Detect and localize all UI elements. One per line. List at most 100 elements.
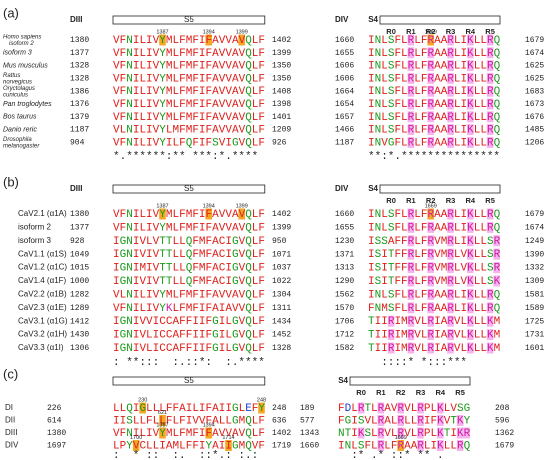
basic-residue-highlight <box>437 427 444 439</box>
basic-residue-highlight <box>417 415 424 426</box>
basic-residue-highlight <box>447 136 454 148</box>
start-number: 1306 <box>70 344 89 353</box>
end-number: 1731 <box>525 331 544 340</box>
sequence: VLNILIVYMLFMFIFAVVAVQLF <box>113 289 265 301</box>
sequence: FDLRTLRAVRVLRPLKLVSG <box>338 403 470 415</box>
sequence: INLSFLRLFRAARLIKLLRQ <box>368 112 501 124</box>
basic-residue-highlight <box>427 124 434 136</box>
basic-residue-highlight <box>447 315 454 327</box>
start-number: 1230 <box>335 237 354 246</box>
end-number: 1625 <box>525 75 544 84</box>
basic-residue-highlight <box>407 72 415 84</box>
sequence: VFNILIVYMLFMFIFAVVAVQLF <box>113 209 265 221</box>
sequence: IISLLFLLFLFIVVFALLGMQLF <box>113 415 265 427</box>
residue-highlight <box>159 427 166 439</box>
end-number: 1679 <box>525 36 544 45</box>
basic-residue-highlight <box>493 275 500 287</box>
sequence: INLSFLRLFRAARLIKLLRQ <box>368 222 501 234</box>
start-number: 1660 <box>335 210 354 219</box>
basic-residue-highlight <box>427 136 434 148</box>
basic-residue-highlight <box>447 47 454 59</box>
basic-residue-highlight <box>463 427 470 439</box>
conservation: **:*.*************** <box>368 151 500 163</box>
start-number: 1660 <box>300 442 319 451</box>
row-name: CaV1.2 (α1C) <box>18 263 67 272</box>
basic-residue-highlight <box>486 34 494 46</box>
start-number: 1187 <box>335 139 354 148</box>
start-number: 614 <box>47 417 62 426</box>
basic-residue-highlight <box>467 235 474 247</box>
basic-residue-highlight <box>447 302 454 314</box>
basic-residue-highlight <box>486 342 494 354</box>
end-number: 1399 <box>272 49 291 58</box>
residue-number: 1387 <box>156 29 168 35</box>
domain-label: DIII <box>70 184 82 193</box>
basic-residue-highlight <box>447 72 454 84</box>
end-number: 1625 <box>525 62 544 71</box>
segment-box <box>112 15 266 25</box>
end-number: 1249 <box>525 237 544 246</box>
basic-residue-highlight <box>407 47 415 59</box>
segment-label: S5 <box>184 15 194 24</box>
end-number: 1328 <box>272 344 291 353</box>
sequence: ISSAFFRLFRVMRLIKLLSR <box>368 236 501 248</box>
basic-residue-highlight <box>407 262 415 274</box>
conservation: *.******:** ***:*.**** <box>113 151 258 163</box>
basic-residue-highlight <box>407 275 415 287</box>
sequence: LPYVCLLIAMLFFIYAIIGMQVF <box>113 440 265 452</box>
basic-residue-highlight <box>467 288 474 300</box>
residue-number: 1394 <box>203 422 215 428</box>
conservation: : **::: :.::*: :.**** <box>113 357 265 369</box>
start-number: 1379 <box>70 113 89 122</box>
basic-residue-highlight <box>397 415 404 426</box>
arginine-label: R0 <box>356 388 366 397</box>
row-name: Homo sapiens <box>3 35 41 41</box>
basic-residue-highlight <box>407 124 415 136</box>
basic-residue-highlight <box>427 47 434 59</box>
end-number: 1304 <box>272 291 291 300</box>
row-name: CaV2.1 (α1A) <box>18 209 67 218</box>
row-name: CaV1.4 (α1F) <box>18 276 67 285</box>
start-number: 226 <box>47 404 62 413</box>
end-number: 1398 <box>272 100 291 109</box>
end-number: 1719 <box>272 442 291 451</box>
basic-residue-highlight <box>407 34 415 46</box>
basic-residue-highlight <box>397 402 404 414</box>
sequence: ISITFFRLFRVMRLVKLLSR <box>368 249 501 261</box>
start-number: 1412 <box>70 317 89 326</box>
basic-residue-highlight <box>447 248 454 260</box>
residue-number: 1669 <box>425 29 437 35</box>
start-number: 1376 <box>70 100 89 109</box>
sequence: INVGFLRLFRAARLIKLLRQ <box>368 137 501 149</box>
basic-residue-highlight <box>447 111 454 123</box>
sequence: INLSFLRLFRAARLIKLLRQ <box>338 440 471 452</box>
sequence: INLSFLRLFRAARLIKLLRQ <box>368 99 501 111</box>
basic-residue-highlight <box>456 440 464 451</box>
basic-residue-highlight <box>407 60 415 72</box>
end-number: 1401 <box>272 113 291 122</box>
sequence: VLNILIVYLMFMFIFAVVAVQLF <box>113 125 265 137</box>
arginine-label: R5 <box>485 27 495 36</box>
basic-residue-highlight <box>467 302 474 314</box>
start-number: 1049 <box>70 250 89 259</box>
basic-residue-highlight <box>447 85 454 97</box>
start-number: 1654 <box>335 100 354 109</box>
residue-number: 1387 <box>156 203 168 209</box>
start-number: 1655 <box>335 49 354 58</box>
residue-highlight <box>427 208 434 220</box>
basic-residue-highlight <box>486 98 494 110</box>
start-number: 1657 <box>335 113 354 122</box>
basic-residue-highlight <box>467 275 474 287</box>
segment-label: S5 <box>184 184 194 193</box>
basic-residue-highlight <box>447 98 454 110</box>
end-number: 1350 <box>272 75 291 84</box>
panel-label: (a) <box>3 5 19 20</box>
row-name: DI <box>5 403 13 412</box>
basic-residue-highlight <box>486 315 494 327</box>
basic-residue-highlight <box>467 34 474 46</box>
residue-highlight <box>159 208 166 220</box>
start-number: 1377 <box>70 224 89 233</box>
start-number: 1290 <box>335 277 354 286</box>
sequence: VFNILIVYMLFMFIFAVVAVQLF <box>113 35 265 47</box>
end-number: 1679 <box>525 210 544 219</box>
